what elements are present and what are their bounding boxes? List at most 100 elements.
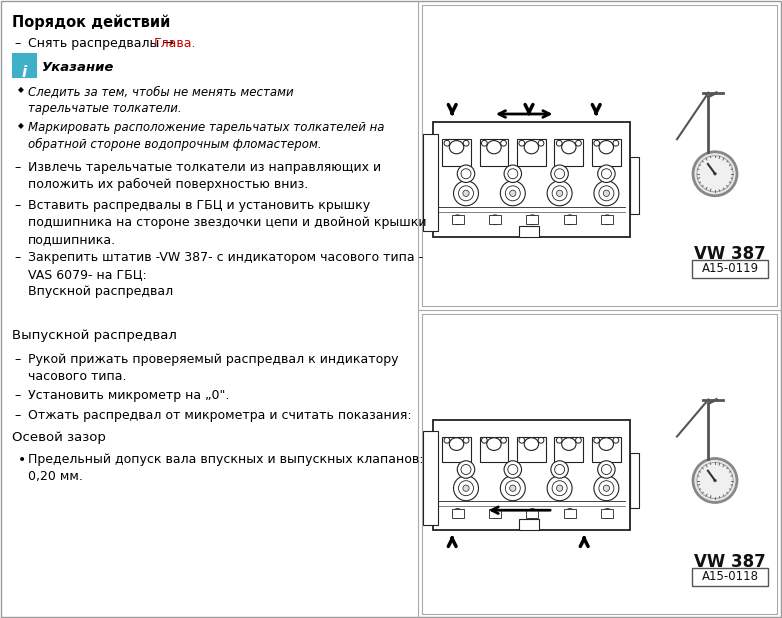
Circle shape — [505, 186, 520, 201]
Circle shape — [504, 461, 522, 478]
Bar — [451, 215, 464, 224]
Circle shape — [594, 140, 600, 146]
Circle shape — [601, 169, 612, 179]
Circle shape — [500, 438, 507, 443]
Bar — [489, 215, 501, 224]
Text: Порядок действий: Порядок действий — [12, 15, 170, 30]
Text: –: – — [14, 37, 20, 50]
Text: A15-0118: A15-0118 — [701, 570, 759, 583]
Text: Закрепить штатив -VW 387- с индикатором часового типа -
VAS 6079- на ГБЦ:: Закрепить штатив -VW 387- с индикатором … — [28, 251, 423, 281]
Text: –: – — [14, 199, 20, 212]
Circle shape — [613, 140, 619, 146]
FancyBboxPatch shape — [13, 54, 35, 77]
Text: VW 387: VW 387 — [694, 553, 766, 571]
Circle shape — [594, 181, 619, 206]
Circle shape — [613, 438, 619, 443]
Bar — [479, 436, 508, 462]
Circle shape — [557, 190, 563, 197]
Text: •: • — [18, 453, 27, 467]
Text: Извлечь тарельчатые толкатели из направляющих и
положить их рабочей поверхностью: Извлечь тарельчатые толкатели из направл… — [28, 161, 381, 191]
Circle shape — [490, 215, 500, 224]
Bar — [517, 139, 546, 166]
Text: Маркировать расположение тарельчатых толкателей на
обратной стороне водопрочным : Маркировать расположение тарельчатых тол… — [28, 121, 385, 151]
Bar — [433, 420, 630, 530]
Text: Осевой зазор: Осевой зазор — [12, 431, 106, 444]
Text: Предельный допуск вала впускных и выпускных клапанов:
0,20 мм.: Предельный допуск вала впускных и выпуск… — [28, 453, 424, 483]
Circle shape — [714, 172, 716, 175]
Bar — [442, 436, 471, 462]
Bar — [526, 215, 539, 224]
Bar — [423, 133, 438, 231]
Circle shape — [693, 459, 737, 502]
Circle shape — [538, 140, 543, 146]
Ellipse shape — [486, 438, 501, 451]
Bar — [433, 122, 630, 237]
Bar — [564, 215, 576, 224]
Circle shape — [453, 509, 462, 519]
Circle shape — [576, 438, 581, 443]
Circle shape — [458, 186, 473, 201]
Circle shape — [453, 215, 462, 224]
Circle shape — [603, 509, 612, 519]
Text: Отжать распредвал от микрометра и считать показания:: Отжать распредвал от микрометра и считат… — [28, 409, 411, 422]
Bar — [630, 453, 640, 508]
Text: Выпускной распредвал: Выпускной распредвал — [12, 329, 177, 342]
Text: Следить за тем, чтобы не менять местами
тарельчатые толкатели.: Следить за тем, чтобы не менять местами … — [28, 85, 293, 115]
Circle shape — [458, 481, 473, 496]
Text: Установить микрометр на „0".: Установить микрометр на „0". — [28, 389, 229, 402]
Bar — [422, 5, 777, 306]
Ellipse shape — [450, 438, 464, 451]
Circle shape — [603, 485, 609, 491]
Bar — [601, 509, 613, 518]
Circle shape — [538, 438, 543, 443]
Bar — [519, 519, 539, 530]
Circle shape — [444, 140, 450, 146]
Bar — [554, 436, 583, 462]
Text: VW 387: VW 387 — [694, 245, 766, 263]
Circle shape — [500, 476, 526, 501]
Circle shape — [697, 156, 733, 192]
Circle shape — [597, 461, 615, 478]
Text: –: – — [14, 251, 20, 264]
Bar — [554, 139, 583, 166]
Circle shape — [457, 461, 475, 478]
Bar — [489, 509, 501, 518]
Bar — [423, 431, 438, 525]
Circle shape — [554, 465, 565, 475]
Text: Рукой прижать проверяемый распредвал к индикатору
часового типа.: Рукой прижать проверяемый распредвал к и… — [28, 353, 399, 383]
Circle shape — [528, 509, 537, 519]
Bar — [517, 436, 546, 462]
Circle shape — [482, 438, 487, 443]
Bar — [601, 215, 613, 224]
Text: ◆: ◆ — [18, 85, 24, 94]
Ellipse shape — [486, 140, 501, 154]
Circle shape — [551, 461, 569, 478]
Text: i: i — [21, 65, 27, 80]
Bar — [564, 509, 576, 518]
Text: –: – — [14, 389, 20, 402]
Circle shape — [552, 186, 567, 201]
Circle shape — [463, 190, 469, 197]
Circle shape — [594, 476, 619, 501]
Circle shape — [599, 186, 614, 201]
Circle shape — [603, 190, 609, 197]
Circle shape — [461, 465, 471, 475]
FancyBboxPatch shape — [692, 568, 768, 586]
Circle shape — [599, 481, 614, 496]
Ellipse shape — [561, 438, 576, 451]
Text: Вставить распредвалы в ГБЦ и установить крышку
подшипника на стороне звездочки ц: Вставить распредвалы в ГБЦ и установить … — [28, 199, 426, 246]
Circle shape — [444, 438, 450, 443]
Text: Впускной распредвал: Впускной распредвал — [28, 285, 173, 298]
Circle shape — [697, 462, 733, 499]
Ellipse shape — [599, 140, 614, 154]
Circle shape — [519, 140, 525, 146]
Text: –: – — [14, 409, 20, 422]
Circle shape — [594, 438, 600, 443]
Circle shape — [505, 481, 520, 496]
Bar — [526, 509, 539, 518]
Circle shape — [510, 190, 516, 197]
Circle shape — [528, 215, 537, 224]
Circle shape — [508, 169, 518, 179]
Circle shape — [547, 476, 572, 501]
Ellipse shape — [524, 140, 539, 154]
